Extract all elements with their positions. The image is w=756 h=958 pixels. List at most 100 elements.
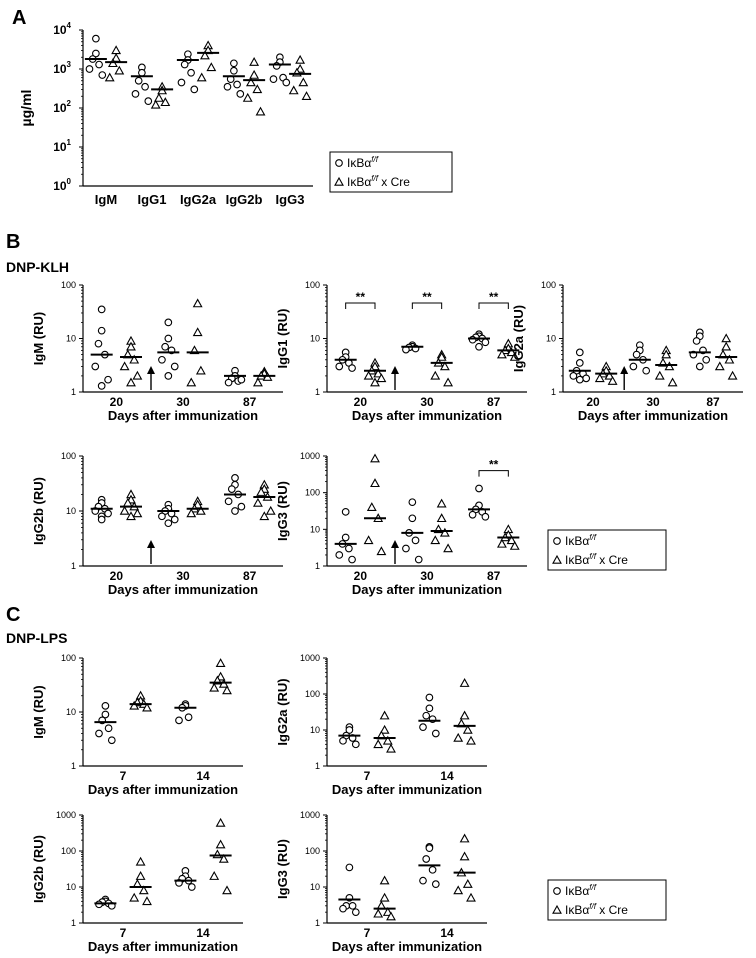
- data-point-circle: [95, 60, 103, 69]
- data-point-circle: [94, 339, 103, 348]
- legend-label-ff: IκBαf/f: [347, 155, 379, 170]
- y-tick-label: 1: [315, 761, 320, 771]
- data-point-triangle: [252, 497, 263, 507]
- data-point-triangle: [382, 735, 393, 745]
- x-axis-label: Days after immunization: [578, 408, 728, 423]
- data-point-triangle: [607, 375, 618, 385]
- significance-label: **: [422, 290, 432, 304]
- y-tick-label: 10: [66, 334, 76, 344]
- data-point-triangle: [496, 349, 507, 359]
- data-point-triangle: [222, 685, 232, 695]
- data-point-circle: [341, 533, 350, 542]
- data-point-circle: [107, 736, 116, 745]
- data-point-circle: [101, 710, 110, 719]
- data-point-triangle: [259, 511, 270, 521]
- data-point-triangle: [370, 478, 380, 488]
- data-point-circle: [569, 372, 578, 380]
- data-point-triangle: [453, 885, 464, 895]
- y-tick-label: 100: [53, 177, 71, 193]
- data-point-circle: [402, 544, 410, 553]
- data-point-triangle: [654, 370, 665, 380]
- data-point-triangle: [249, 69, 260, 79]
- x-tick-label: 30: [420, 569, 434, 583]
- data-point-circle: [131, 90, 140, 98]
- data-point-circle: [425, 704, 434, 713]
- data-point-triangle: [379, 724, 390, 734]
- data-point-circle: [236, 90, 245, 98]
- data-point-circle: [223, 82, 232, 91]
- data-point-circle: [97, 305, 106, 314]
- data-point-triangle: [255, 106, 266, 116]
- data-point-circle: [414, 555, 423, 564]
- legend-box: [547, 879, 667, 921]
- data-point-circle: [425, 844, 434, 852]
- data-point-circle: [428, 865, 437, 874]
- data-point-triangle: [727, 370, 738, 380]
- y-tick-label: 1: [71, 761, 76, 771]
- data-point-triangle: [459, 678, 470, 687]
- data-point-circle: [190, 85, 199, 94]
- y-tick-label: 10: [310, 725, 320, 735]
- x-tick-label: IgG3: [276, 192, 305, 207]
- data-point-circle: [408, 514, 417, 523]
- significance-label: **: [489, 290, 499, 304]
- data-point-circle: [348, 364, 356, 372]
- data-point-triangle: [439, 527, 450, 537]
- data-point-circle: [695, 362, 704, 371]
- data-point-circle: [161, 342, 169, 351]
- data-point-circle: [164, 519, 173, 528]
- y-tick-label: 10: [66, 506, 76, 516]
- x-axis-label: Days after immunization: [108, 582, 258, 597]
- data-point-circle: [692, 337, 701, 345]
- data-point-triangle: [664, 361, 675, 371]
- data-point-circle: [411, 536, 420, 545]
- x-tick-label: 30: [420, 395, 434, 409]
- legend-label-ff-cre: IκBαf/f x Cre: [565, 552, 628, 567]
- data-point-triangle: [724, 354, 735, 364]
- data-point-circle: [164, 334, 173, 343]
- legend-triangle-symbol: [552, 554, 562, 564]
- data-point-triangle: [430, 370, 441, 380]
- data-point-triangle: [459, 710, 470, 720]
- data-point-circle: [468, 510, 477, 519]
- data-point-circle: [629, 362, 638, 371]
- data-point-circle: [339, 736, 347, 745]
- x-tick-label: 20: [354, 569, 368, 583]
- x-tick-label: 7: [120, 769, 127, 783]
- data-point-triangle: [252, 84, 263, 94]
- data-point-circle: [468, 335, 477, 344]
- data-point-triangle: [160, 97, 171, 107]
- data-point-triangle: [256, 487, 267, 496]
- data-point-circle: [104, 509, 112, 518]
- data-point-circle: [341, 507, 350, 516]
- data-point-circle: [269, 75, 278, 83]
- x-axis-label: Days after immunization: [88, 939, 238, 954]
- data-point-triangle: [443, 543, 454, 553]
- data-point-triangle: [288, 85, 299, 95]
- x-tick-label: 87: [243, 569, 257, 583]
- data-point-triangle: [373, 739, 384, 749]
- x-tick-label: 7: [364, 769, 371, 783]
- x-tick-label: 87: [706, 395, 720, 409]
- data-point-triangle: [661, 349, 672, 359]
- legend-circle-symbol: [553, 537, 561, 545]
- data-point-circle: [92, 34, 100, 43]
- data-point-triangle: [373, 368, 384, 378]
- data-point-circle: [632, 350, 641, 359]
- x-tick-label: 87: [487, 395, 501, 409]
- data-point-circle: [282, 78, 291, 87]
- data-point-triangle: [363, 370, 374, 380]
- x-axis-label: Days after immunization: [108, 408, 258, 423]
- data-point-triangle: [195, 505, 206, 515]
- data-point-triangle: [132, 508, 143, 518]
- data-point-triangle: [186, 377, 197, 387]
- data-point-triangle: [129, 892, 140, 902]
- data-point-circle: [422, 711, 431, 720]
- y-tick-label: 10: [310, 524, 320, 534]
- data-point-circle: [582, 374, 591, 383]
- data-point-circle: [345, 863, 354, 872]
- x-tick-label: 14: [196, 769, 210, 783]
